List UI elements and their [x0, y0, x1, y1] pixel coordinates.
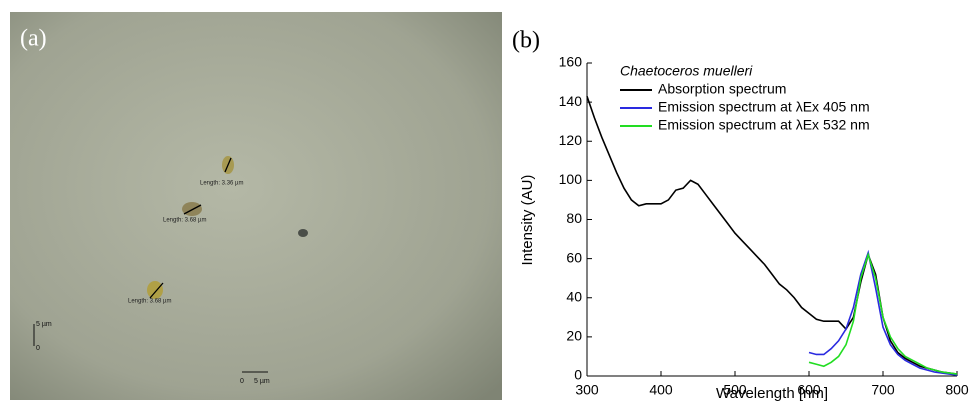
- measurement: Length: 3.36 µm: [200, 181, 244, 187]
- x-tick-label: 800: [945, 382, 969, 398]
- scale-label: 5 µm: [36, 321, 52, 328]
- debris: [298, 229, 308, 237]
- x-tick-label: 500: [723, 382, 747, 398]
- legend-label: Absorption spectrum: [658, 81, 786, 97]
- measure-line: [149, 282, 164, 299]
- x-tick-label: 300: [575, 382, 599, 398]
- measure-line: [224, 157, 232, 173]
- series-line: [586, 95, 958, 375]
- y-tick-label: 160: [559, 54, 583, 70]
- x-tick-label: 600: [797, 382, 821, 398]
- cell: [147, 281, 163, 299]
- series-line: [808, 249, 958, 376]
- panel-label: (b): [512, 28, 540, 54]
- y-tick-label: 40: [566, 288, 582, 304]
- measurement: Length: 3.68 µm: [128, 299, 172, 305]
- y-tick-label: 20: [566, 328, 582, 344]
- x-tick-label: 400: [649, 382, 673, 398]
- x-axis-label: Wavelength [nm]: [716, 385, 828, 402]
- micrograph: (a) Length: 3.36 µm Length: 3.68 µm Leng…: [10, 12, 502, 400]
- measurement: Length: 3.68 µm: [163, 218, 207, 224]
- series-line: [808, 252, 958, 375]
- y-tick-label: 60: [566, 249, 582, 265]
- legend-label: Emission spectrum at λEx 405 nm: [658, 99, 870, 115]
- y-tick-label: 80: [566, 210, 582, 226]
- measure-line: [183, 204, 202, 215]
- scale-label: 0: [240, 378, 244, 385]
- y-tick-label: 100: [559, 171, 583, 187]
- scale-label: 5 µm: [254, 378, 270, 385]
- y-tick-label: 0: [574, 367, 582, 383]
- panel-label: (a): [20, 26, 47, 52]
- scale-label: 0: [36, 345, 40, 352]
- y-axis-label: Intensity (AU): [519, 175, 536, 266]
- y-tick-label: 120: [559, 132, 583, 148]
- legend-title: Chaetoceros muelleri: [620, 63, 753, 79]
- y-tick-label: 140: [559, 93, 583, 109]
- legend-label: Emission spectrum at λEx 532 nm: [658, 117, 870, 133]
- x-tick-label: 700: [871, 382, 895, 398]
- photo: [10, 12, 502, 400]
